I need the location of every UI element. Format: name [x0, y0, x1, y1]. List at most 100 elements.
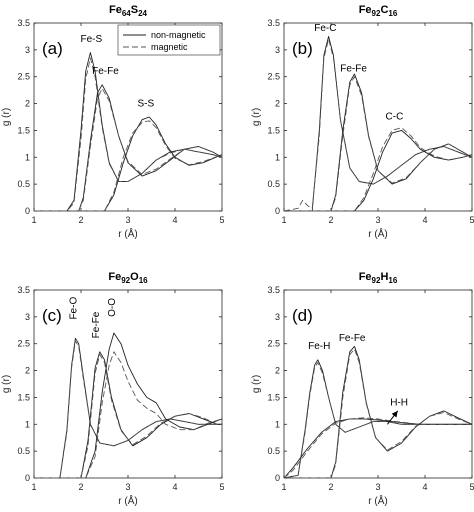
y-tick-label: 3.5	[267, 285, 280, 295]
panel-title: Fe92H16	[359, 271, 398, 285]
series-group	[284, 35, 472, 211]
title-subscript: 92	[121, 276, 130, 285]
legend-label: non-magnetic	[151, 30, 206, 40]
x-tick-label: 2	[328, 215, 333, 225]
y-tick-label: 2.5	[267, 72, 280, 82]
y-axis-label: g (r)	[1, 108, 12, 126]
y-tick-label: 0.5	[267, 179, 280, 189]
y-tick-label: 3.5	[17, 285, 30, 295]
series-line-fe-c-dashed	[284, 38, 472, 211]
annotation-label: Fe-C	[314, 23, 336, 34]
series-line-fe-o-dashed	[34, 340, 222, 478]
title-subscript: 16	[139, 276, 148, 285]
annotation-label: Fe-O	[68, 297, 79, 320]
y-tick-label: 2.5	[267, 339, 280, 349]
annotation-label: Fe-Fe	[92, 66, 119, 77]
panel-a: Fe64S24 1 2 3 4 5 0 0.5 1 1.5 2 2.5 3 3.5 r (Å) g (r) (a…	[1, 4, 225, 240]
title-subscript: 92	[372, 9, 381, 18]
series-line-o-o-dashed	[34, 351, 222, 478]
y-tick-label: 1	[25, 419, 30, 429]
y-tick-label: 2	[275, 366, 280, 376]
y-tick-label: 1	[25, 152, 30, 162]
y-tick-label: 3.5	[17, 18, 30, 28]
x-tick-label: 4	[422, 215, 427, 225]
x-tick-label: 1	[281, 215, 286, 225]
y-tick-label: 3.5	[267, 18, 280, 28]
x-axis-label: r (Å)	[368, 494, 387, 507]
series-line-fe-s-dashed	[34, 57, 222, 211]
y-tick-label: 1.5	[267, 125, 280, 135]
y-tick-label: 2	[275, 99, 280, 109]
title-element: O	[130, 271, 139, 283]
y-tick-label: 0.5	[17, 179, 30, 189]
x-tick-label: 1	[31, 482, 36, 492]
series-line-s-s-solid	[34, 116, 222, 211]
x-tick-label: 3	[125, 482, 130, 492]
x-tick-label: 1	[31, 215, 36, 225]
series-line-fe-fe-solid	[34, 351, 222, 478]
y-tick-label: 2	[25, 366, 30, 376]
x-tick-label: 5	[469, 482, 474, 492]
annotation-label: C-C	[386, 112, 404, 123]
y-tick-label: 3	[25, 312, 30, 322]
legend-label: magnetic	[151, 42, 188, 52]
title-subscript: 24	[138, 9, 147, 18]
panel-b: Fe92C16 1 2 3 4 5 0 0.5 1 1.5 2 2.5 3 3.5 r (Å) g (r) (b…	[251, 4, 474, 240]
title-subscript: 64	[122, 9, 131, 18]
panel-title: Fe92O16	[108, 271, 148, 285]
series-line-fe-o-solid	[34, 337, 222, 478]
series-line-fe-fe-dashed	[34, 88, 222, 211]
x-tick-label: 4	[172, 215, 177, 225]
x-tick-label: 5	[219, 215, 224, 225]
y-tick-label: 0.5	[17, 446, 30, 456]
y-axis-label: g (r)	[1, 375, 12, 393]
series-line-fe-fe-dashed	[34, 354, 222, 478]
series-line-fe-s-solid	[34, 52, 222, 211]
y-tick-label: 0.5	[267, 446, 280, 456]
x-tick-label: 5	[469, 215, 474, 225]
x-tick-label: 4	[422, 482, 427, 492]
panel-title: Fe64S24	[109, 4, 148, 18]
x-tick-label: 3	[125, 215, 130, 225]
x-axis-label: r (Å)	[118, 494, 137, 507]
y-tick-label: 2	[25, 99, 30, 109]
y-axis-label: g (r)	[251, 108, 262, 126]
title-element: H	[380, 271, 388, 283]
title-element: Fe	[359, 4, 372, 16]
y-tick-label: 3	[25, 45, 30, 55]
x-tick-label: 2	[78, 215, 83, 225]
y-tick-label: 2.5	[17, 339, 30, 349]
y-tick-label: 1	[275, 419, 280, 429]
annotation-label: S-S	[138, 98, 155, 109]
annotation-label: Fe-H	[308, 341, 330, 352]
annotation-arrow-head	[391, 410, 398, 418]
title-subscript: 16	[388, 9, 397, 18]
title-element: C	[380, 4, 388, 16]
series-line-h-h-solid	[284, 418, 472, 478]
panel-letter: (b)	[292, 39, 313, 58]
title-element: S	[131, 4, 138, 16]
axes-box	[33, 289, 223, 479]
panel-letter: (c)	[42, 306, 62, 325]
series-line-o-o-solid	[34, 332, 222, 478]
x-tick-label: 1	[281, 482, 286, 492]
title-subscript: 92	[372, 276, 381, 285]
panel-c: Fe92O16 1 2 3 4 5 0 0.5 1 1.5 2 2.5 3 3.5 r (Å) g (r) (c…	[1, 271, 225, 507]
annotation-label: Fe-Fe	[339, 333, 366, 344]
x-tick-label: 2	[78, 482, 83, 492]
x-axis-label: r (Å)	[368, 227, 387, 240]
series-line-fe-fe-solid	[284, 73, 472, 211]
y-tick-label: 3	[275, 312, 280, 322]
y-tick-label: 2.5	[17, 72, 30, 82]
series-line-h-h-dashed	[284, 417, 472, 478]
y-axis-label: g (r)	[251, 375, 262, 393]
series-group	[284, 345, 472, 478]
x-axis-label: r (Å)	[118, 227, 137, 240]
y-tick-label: 1	[275, 152, 280, 162]
series-line-fe-c-solid	[284, 35, 472, 211]
y-tick-label: 3	[275, 45, 280, 55]
title-subscript: 16	[388, 276, 397, 285]
x-tick-label: 4	[172, 482, 177, 492]
y-tick-label: 1.5	[17, 125, 30, 135]
